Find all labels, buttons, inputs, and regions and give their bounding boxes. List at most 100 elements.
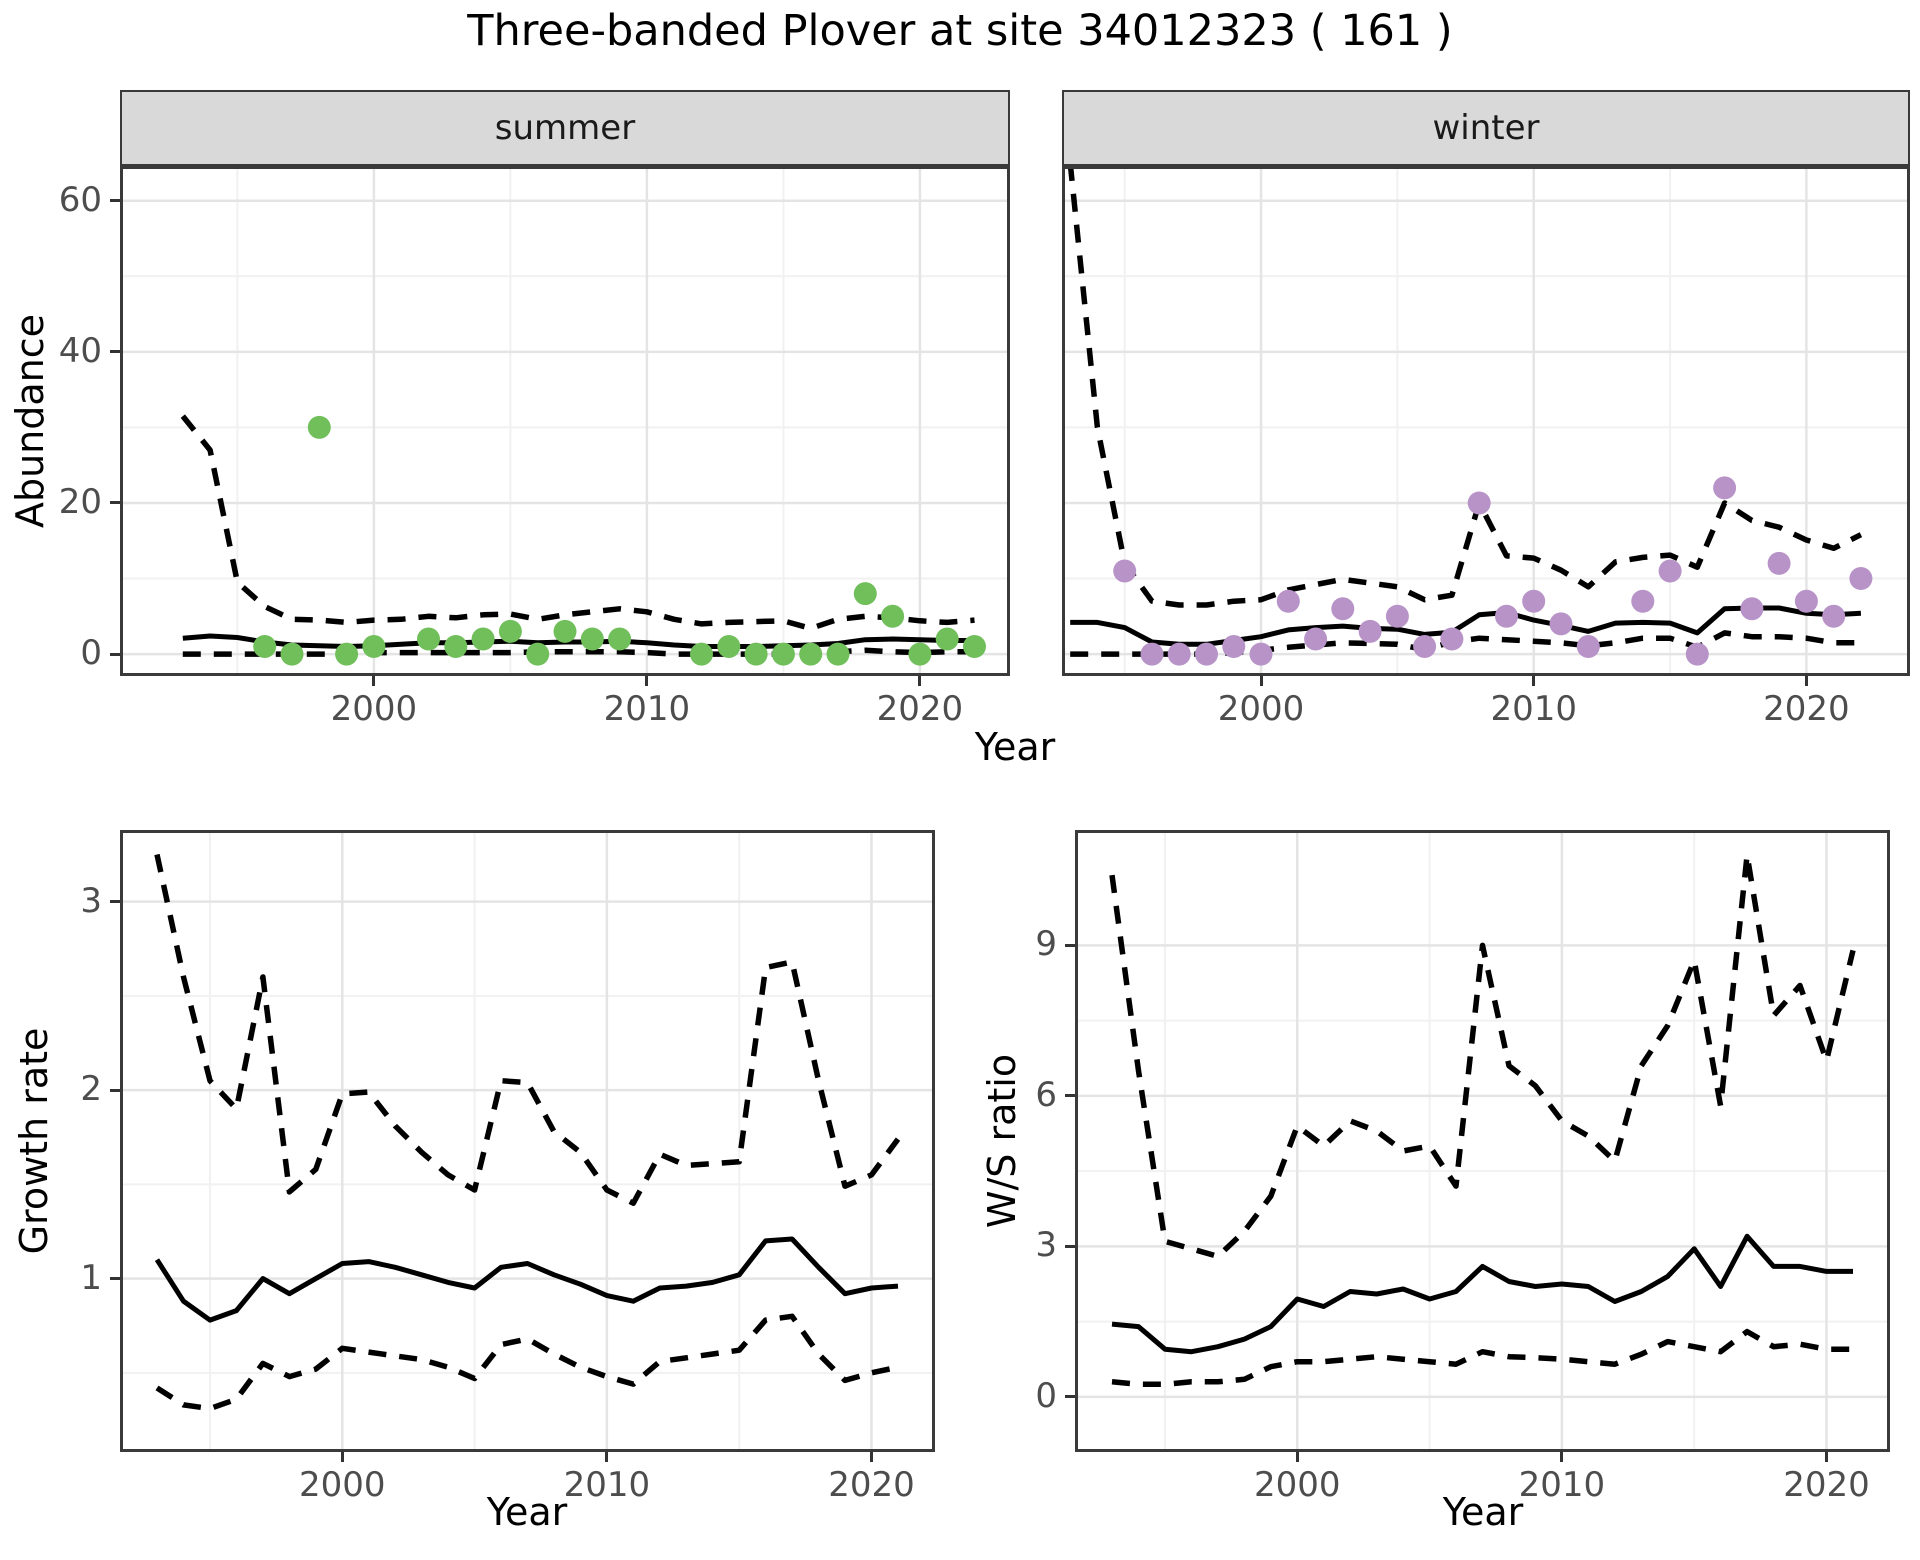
abundance-summer-data-point [580, 627, 604, 651]
abundance-winter-data-point [1467, 491, 1491, 515]
y-tick-label: 9 [1035, 924, 1057, 965]
y-tick-label: 3 [80, 880, 102, 921]
abundance-summer-data-point [498, 619, 522, 643]
page-title: Three-banded Plover at site 34012323 ( 1… [467, 6, 1453, 56]
abundance-summer-data-point [253, 635, 277, 658]
y-tick-label: 3 [1035, 1225, 1057, 1266]
abundance-winter-data-point [1140, 642, 1164, 666]
abundance-winter-data-point [1713, 476, 1737, 500]
x-tick-mark [869, 1452, 873, 1462]
abundance-winter-panel [1062, 166, 1910, 676]
y-tick-label: 0 [80, 633, 102, 674]
abundance-winter-data-point [1495, 604, 1518, 628]
x-tick-label: 2000 [330, 689, 418, 729]
abundance-winter-data-point [1849, 567, 1873, 590]
x-tick-label: 2020 [1763, 689, 1850, 729]
abundance-winter-data-point [1576, 635, 1600, 658]
x-tick-label: 2010 [563, 1465, 651, 1505]
x-tick-mark [1532, 676, 1536, 686]
abundance-summer-data-point [335, 642, 359, 666]
x-tick-label: 2000 [1217, 689, 1305, 729]
facet-strip-summer: summer [120, 90, 1010, 166]
y-tick-mark [1065, 1244, 1075, 1248]
growth-rate-upper-ci-line [154, 853, 901, 1206]
abundance-summer-data-point [690, 642, 713, 666]
y-tick-mark [110, 501, 120, 505]
ws-ratio-upper-ci-line [1109, 852, 1856, 1260]
y-tick-mark [110, 1277, 120, 1281]
y-tick-mark [110, 900, 120, 904]
x-tick-mark [918, 676, 922, 686]
y-tick-mark [1065, 1094, 1075, 1098]
ws-ratio-median-line [1111, 1233, 1853, 1355]
abundance-winter-data-point [1331, 597, 1355, 621]
x-tick-mark [645, 676, 649, 686]
x-tick-label: 2020 [876, 689, 964, 729]
abundance-summer-data-point [963, 635, 986, 658]
y-tick-label: 1 [80, 1257, 102, 1298]
abundance-summer-data-point [444, 635, 468, 658]
x-tick-label: 2000 [299, 1465, 386, 1505]
abundance-summer-data-point [853, 582, 877, 606]
y-tick-label: 6 [1035, 1074, 1057, 1115]
abundance-winter-data-point [1685, 642, 1709, 666]
abundance-winter-data-point [1440, 627, 1464, 651]
x-tick-mark [340, 1452, 344, 1462]
abundance-summer-data-point [417, 627, 440, 651]
abundance-summer-data-point [280, 642, 304, 666]
x-tick-mark [1295, 1452, 1299, 1462]
x-tick-label: 2020 [828, 1465, 915, 1505]
x-tick-mark [1560, 1452, 1564, 1462]
y-tick-label: 0 [1035, 1375, 1057, 1416]
abundance-winter-data-point [1249, 642, 1273, 666]
x-tick-label: 2010 [603, 689, 691, 729]
x-tick-mark [1804, 676, 1808, 686]
x-tick-label: 2010 [1518, 1465, 1606, 1505]
x-tick-mark [1824, 1452, 1828, 1462]
x-tick-mark [1259, 676, 1263, 686]
y-tick-mark [110, 199, 120, 203]
abundance-summer-data-point [771, 642, 795, 666]
ws-ratio-panel [1075, 830, 1890, 1452]
abundance-summer-data-point [362, 635, 386, 658]
abundance-summer-data-point [608, 627, 632, 651]
growth-rate-median-line [154, 1236, 899, 1323]
abundance-winter-data-point [1522, 589, 1546, 613]
y-tick-mark [110, 350, 120, 354]
abundance-summer-data-point [717, 635, 741, 658]
ws-ratio-lower-ci-line [1111, 1328, 1853, 1388]
axis-title-year-top: Year [974, 725, 1056, 769]
axis-title-growth-rate: Growth rate [12, 1027, 56, 1255]
abundance-winter-data-point [1658, 559, 1682, 583]
abundance-summer-data-point [307, 415, 331, 439]
x-tick-label: 2010 [1490, 689, 1577, 729]
abundance-winter-data-point [1822, 604, 1846, 628]
abundance-winter-upper-ci-line [1067, 166, 1863, 608]
abundance-summer-data-point [908, 642, 932, 666]
abundance-winter-data-point [1304, 627, 1328, 651]
abundance-summer-data-point [826, 642, 850, 666]
y-tick-label: 40 [58, 330, 102, 371]
abundance-winter-data-point [1740, 597, 1764, 621]
abundance-summer-data-point [881, 604, 905, 628]
abundance-winter-data-point [1358, 619, 1382, 643]
abundance-winter-data-point [1549, 612, 1573, 636]
abundance-winter-data-point [1113, 559, 1137, 583]
y-tick-mark [110, 1088, 120, 1092]
growth-rate-panel [120, 830, 935, 1452]
x-tick-mark [605, 1452, 609, 1462]
x-tick-label: 2000 [1254, 1465, 1341, 1505]
y-tick-mark [1065, 943, 1075, 947]
axis-title-year-bottom-left: Year [486, 1490, 568, 1534]
abundance-summer-data-point [935, 627, 959, 651]
abundance-winter-data-point [1276, 589, 1300, 613]
abundance-winter-data-point [1767, 551, 1791, 575]
y-tick-label: 20 [58, 481, 102, 522]
abundance-winter-data-point [1385, 604, 1409, 628]
y-tick-mark [110, 652, 120, 656]
abundance-summer-data-point [799, 642, 823, 666]
abundance-winter-data-point [1794, 589, 1818, 613]
abundance-winter-data-point [1413, 635, 1437, 658]
abundance-summer-median-line [182, 633, 975, 649]
